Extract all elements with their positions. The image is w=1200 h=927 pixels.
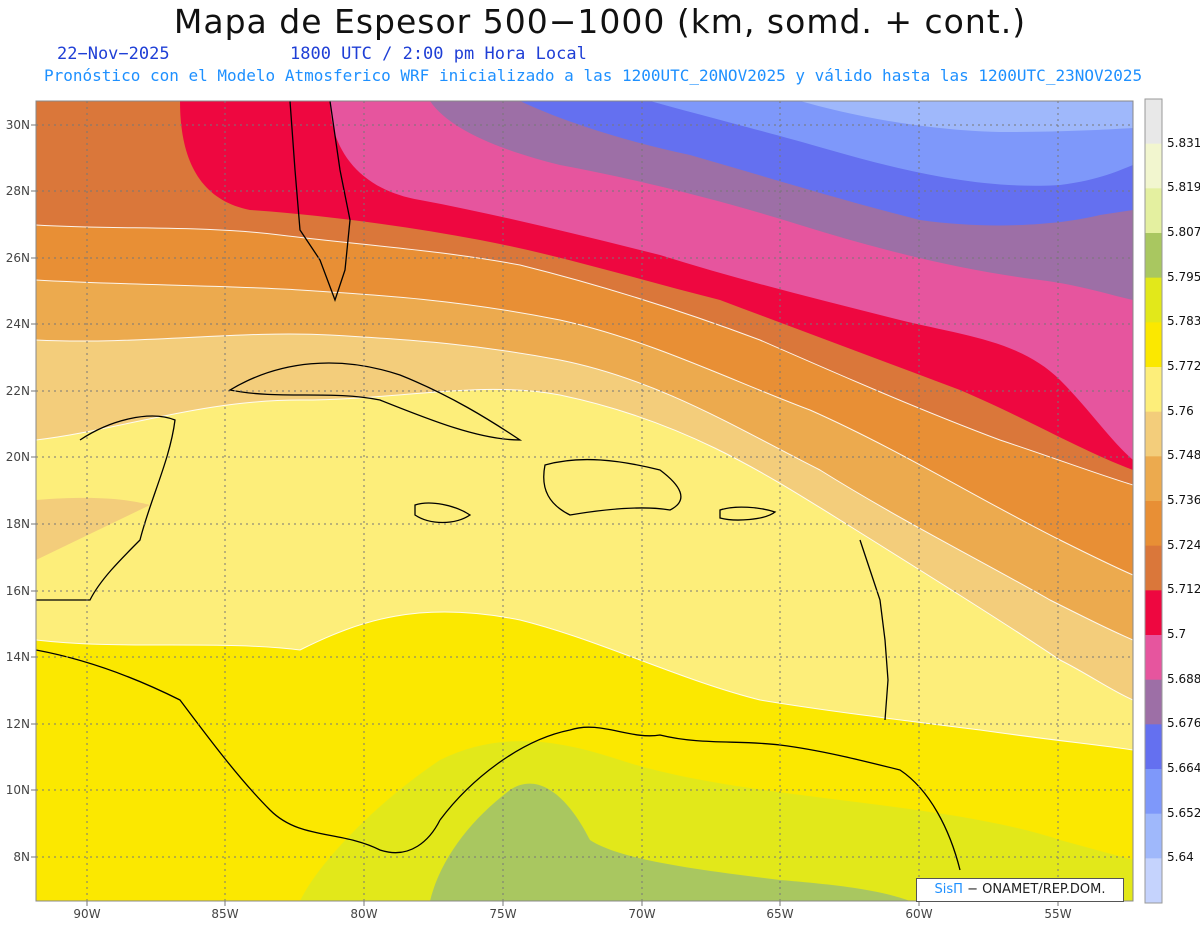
- colorbar-level-label: 5.831: [1167, 135, 1200, 150]
- lon-label: 80W: [350, 907, 377, 921]
- lat-label: 18N: [6, 517, 30, 531]
- forecast-subtitle: Pronóstico con el Modelo Atmosferico WRF…: [44, 66, 1143, 85]
- colorbar-swatch: [1145, 233, 1162, 279]
- thickness-contours: [36, 101, 1133, 901]
- plot-frame: [35, 100, 1134, 902]
- lat-label: 22N: [6, 384, 30, 398]
- colorbar: [1144, 98, 1163, 904]
- colorbar-swatch: [1145, 99, 1162, 145]
- jamaica-coast: [414, 502, 472, 524]
- south-america-coast: [439, 726, 961, 871]
- lon-label: 70W: [628, 907, 655, 921]
- coastlines: [36, 101, 961, 871]
- colorbar-swatch: [1145, 367, 1162, 413]
- colorbar-swatch: [1145, 635, 1162, 681]
- colorbar-frame: [1144, 98, 1163, 904]
- colorbar-level-label: 5.772: [1167, 359, 1200, 373]
- map-title: Mapa de Espesor 500−1000 (km, somd. + co…: [173, 2, 1027, 41]
- lesser-antilles: [859, 539, 889, 721]
- lat-label: 8N: [13, 850, 30, 864]
- puerto-rico-coast: [719, 506, 777, 521]
- colorbar-swatch: [1145, 724, 1162, 770]
- lat-label: 24N: [6, 317, 30, 331]
- cuba-coast: [228, 362, 523, 441]
- lat-label: 10N: [6, 783, 30, 797]
- colorbar-swatch: [1145, 277, 1162, 323]
- colorbar-swatch: [1145, 769, 1162, 815]
- colorbar-swatch: [1145, 456, 1162, 502]
- lon-label: 65W: [766, 907, 793, 921]
- colorbar-level-label: 5.724: [1167, 537, 1200, 552]
- yucatan-coast: [36, 415, 176, 601]
- lat-label: 28N: [6, 184, 30, 198]
- colorbar-swatch: [1145, 188, 1162, 234]
- lon-label: 55W: [1044, 907, 1071, 921]
- credit-brand: SisΠ: [934, 882, 963, 897]
- lon-label: 75W: [489, 907, 516, 921]
- colorbar-level-label: 5.736: [1167, 493, 1200, 507]
- lat-label: 16N: [6, 584, 30, 598]
- central-america-coast: [36, 649, 441, 854]
- hispaniola-coast: [543, 458, 682, 516]
- colorbar-swatch: [1145, 590, 1162, 636]
- forecast-time: 1800 UTC / 2:00 pm Hora Local: [290, 44, 587, 64]
- credit-text: − ONAMET/REP.DOM.: [967, 882, 1106, 897]
- lat-label: 12N: [6, 717, 30, 731]
- colorbar-swatch: [1145, 858, 1162, 904]
- colorbar-level-label: 5.652: [1167, 805, 1200, 820]
- band-5807-south: [430, 783, 910, 901]
- graticule: [36, 101, 1133, 901]
- lon-label: 90W: [73, 907, 100, 921]
- colorbar-swatch: [1145, 411, 1162, 457]
- band-5640: [800, 101, 1133, 132]
- colorbar-swatch: [1145, 545, 1162, 591]
- colorbar-level-label: 5.688: [1167, 671, 1200, 686]
- colorbar-level-label: 5.7: [1167, 627, 1187, 641]
- colorbar-swatch: [1145, 143, 1162, 189]
- colorbar-level-label: 5.676: [1167, 716, 1200, 731]
- colorbar-level-label: 5.664: [1167, 761, 1200, 775]
- lat-label: 14N: [6, 650, 30, 664]
- contour-lines: [36, 224, 1133, 751]
- colorbar-level-label: 5.783: [1167, 314, 1200, 329]
- colorbar-level-label: 5.819: [1167, 180, 1200, 195]
- longitude-labels: 90W 85W 80W 75W 70W 65W 60W 55W: [73, 901, 1072, 921]
- colorbar-level-label: 5.76: [1167, 403, 1194, 418]
- colorbar-level-label: 5.64: [1167, 850, 1194, 865]
- band-5760: [36, 497, 150, 560]
- colorbar-swatch: [1145, 679, 1162, 725]
- lat-label: 20N: [6, 450, 30, 464]
- colorbar-level-label: 5.807: [1167, 225, 1200, 239]
- forecast-date: 22−Nov−2025: [57, 44, 170, 64]
- colorbar-level-label: 5.795: [1167, 269, 1200, 284]
- colorbar-level-label: 5.748: [1167, 448, 1200, 463]
- lat-label: 30N: [6, 118, 30, 132]
- colorbar-swatch: [1145, 322, 1162, 368]
- colorbar-swatch: [1145, 501, 1162, 547]
- credit-box: SisΠ − ONAMET/REP.DOM.: [916, 878, 1124, 902]
- florida-coast: [289, 101, 351, 302]
- colorbar-swatch: [1145, 813, 1162, 859]
- colorbar-level-label: 5.712: [1167, 582, 1200, 597]
- latitude-labels: 30N 28N 26N 24N 22N 20N 18N 16N 14N 12N 10N 8N: [6, 118, 36, 864]
- lat-label: 26N: [6, 251, 30, 265]
- lon-label: 60W: [905, 907, 932, 921]
- lon-label: 85W: [211, 907, 238, 921]
